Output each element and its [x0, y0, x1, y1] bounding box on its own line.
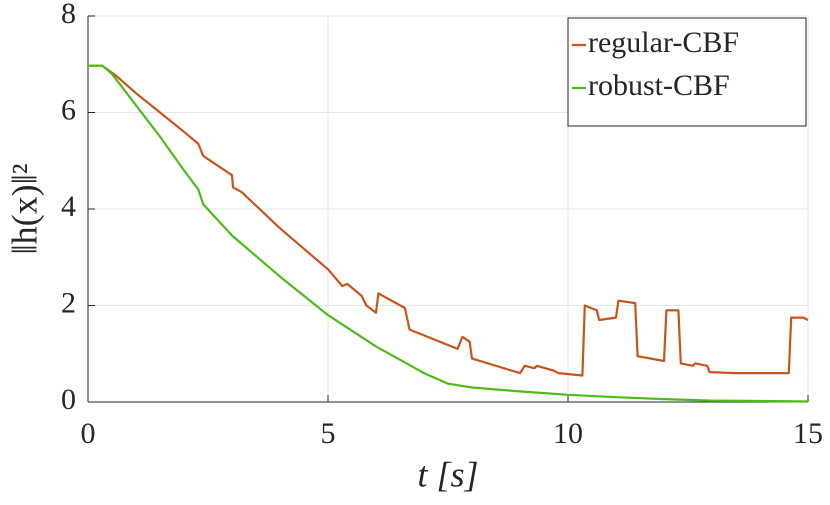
- x-tick-label: 10: [553, 417, 583, 450]
- y-tick-label: 6: [61, 93, 76, 126]
- legend-label: robust-CBF: [588, 69, 730, 102]
- x-tick-label: 0: [81, 417, 96, 450]
- data-line: [88, 64, 809, 377]
- y-tick-label: 0: [61, 383, 76, 416]
- y-axis-label: ‖h(x)‖²: [4, 164, 44, 255]
- y-tick-label: 4: [61, 190, 76, 223]
- legend-label: regular-CBF: [588, 26, 739, 59]
- x-tick-label: 15: [793, 417, 823, 450]
- legend-box: [567, 17, 807, 127]
- data-line: [88, 64, 809, 403]
- x-axis-label: t [s]: [417, 454, 478, 494]
- y-tick-label: 8: [61, 0, 76, 30]
- y-tick-label: 2: [61, 286, 76, 319]
- x-tick-label: 5: [321, 417, 336, 450]
